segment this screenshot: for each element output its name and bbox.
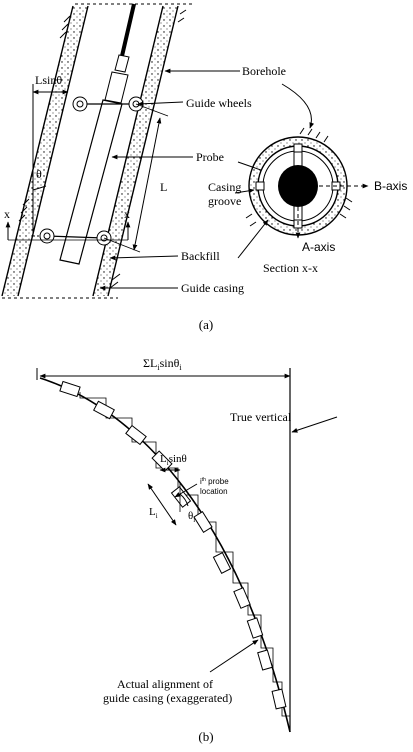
caption-a: (a) xyxy=(199,317,213,332)
probe-position-10 xyxy=(257,649,273,671)
b-axis-label: B-axis xyxy=(374,179,407,193)
true-vertical-label: True vertical xyxy=(230,410,292,424)
casing-wall-right xyxy=(92,5,164,297)
cable-connector xyxy=(114,54,130,73)
caption-b: (b) xyxy=(198,729,213,744)
probe-location-leader xyxy=(174,483,198,498)
groove-top xyxy=(293,143,303,153)
figure-b: ΣLisinθi True vertical Lisinθ ith probe … xyxy=(36,356,338,744)
groove-left xyxy=(255,181,265,191)
guide-wheels-leader xyxy=(137,101,184,107)
lsin-theta-label: Lsinθ xyxy=(35,73,62,87)
li-dimension xyxy=(147,483,177,526)
length-dimension xyxy=(132,117,162,251)
length-label: L xyxy=(160,180,167,194)
probe-cable xyxy=(120,3,136,57)
borehole-wall-right xyxy=(107,5,179,297)
theta-i-arc xyxy=(179,493,189,507)
backfill-leader xyxy=(109,255,179,261)
probe-location-label-2: location xyxy=(200,487,228,496)
casing-groove-label-1: Casing xyxy=(208,180,241,194)
guide-wheels-label: Guide wheels xyxy=(186,96,252,110)
li-sin-label: Lisinθ xyxy=(160,453,187,467)
a-axis-label: A-axis xyxy=(302,240,335,254)
probe-position-3 xyxy=(125,424,147,446)
probe-position-11 xyxy=(271,688,287,710)
probe-position-4 xyxy=(151,450,173,472)
probe-position-6 xyxy=(193,511,213,533)
soil-hatching xyxy=(18,9,187,289)
backfill-left xyxy=(2,6,88,296)
probe-top-housing xyxy=(104,71,129,104)
guide-casing-label: Guide casing xyxy=(181,281,244,295)
li-label: Li xyxy=(149,506,158,520)
alignment-label-1: Actual alignment of xyxy=(117,677,213,691)
borehole-section-leader xyxy=(281,83,315,129)
borehole-wall-left xyxy=(1,5,74,297)
probe-label: Probe xyxy=(196,150,224,164)
alignment-leader xyxy=(209,639,259,673)
probe-position-1 xyxy=(59,380,81,398)
alignment-label-2: guide casing (exaggerated) xyxy=(103,691,232,705)
section-x-right-label: x xyxy=(124,207,130,221)
backfill-section-leader xyxy=(237,219,269,259)
theta-label: θ xyxy=(36,167,42,181)
lower-wheel-arm xyxy=(46,235,105,239)
borehole-label: Borehole xyxy=(242,64,286,78)
figure-a: Lsinθ Borehole Guide wheels θ Probe L Ca… xyxy=(1,3,407,332)
probe-location-label-1: ith probe xyxy=(200,477,229,486)
casing-wall-left xyxy=(17,5,89,297)
section-view xyxy=(245,127,369,239)
probe-position-7 xyxy=(212,552,232,574)
true-vertical-leader xyxy=(291,416,338,433)
section-x-left-label: x xyxy=(4,207,10,221)
step-lines xyxy=(79,392,290,717)
sum-label: ΣLisinθi xyxy=(143,356,182,372)
probe-body xyxy=(59,99,123,265)
casing-groove-label-2: groove xyxy=(208,194,241,208)
probe-position-9 xyxy=(246,617,264,639)
theta-i-label: θi xyxy=(188,510,195,524)
section-label: Section x-x xyxy=(263,261,318,275)
probe-position-8 xyxy=(233,587,251,609)
theta-arc xyxy=(32,185,47,191)
probe-positions xyxy=(59,380,287,710)
probe-position-2 xyxy=(93,400,115,420)
backfill-label: Backfill xyxy=(181,249,220,263)
